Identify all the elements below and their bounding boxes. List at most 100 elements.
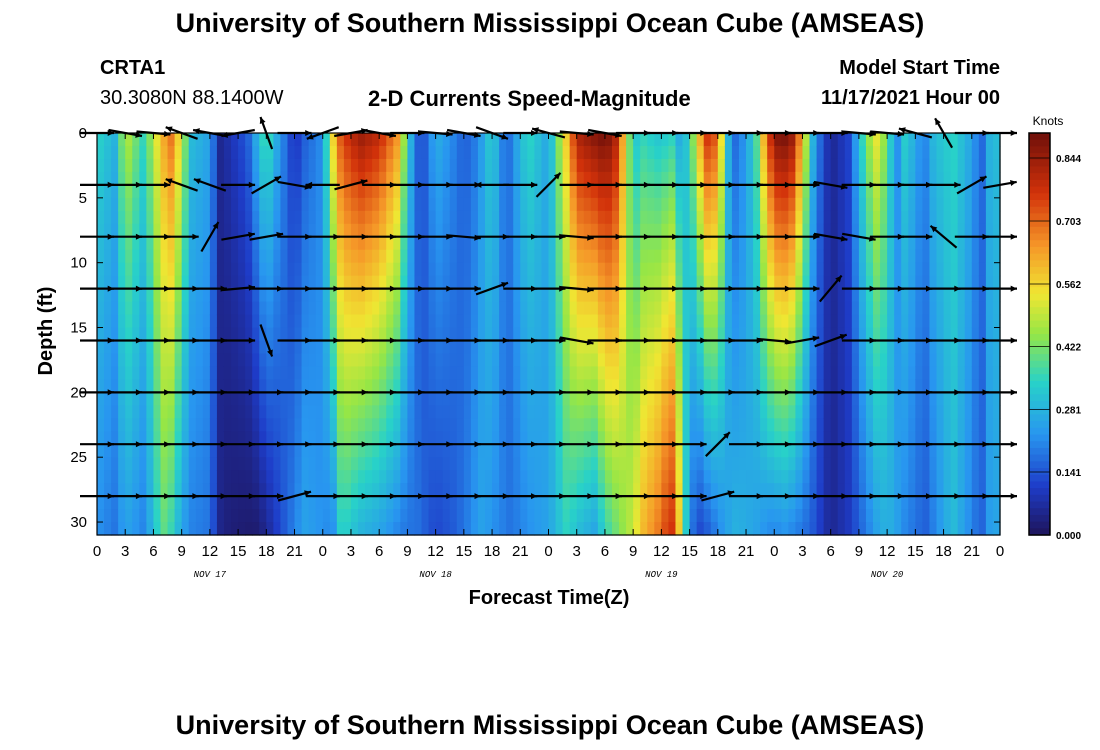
heatmap-cell: [647, 197, 655, 212]
heatmap-cell: [992, 405, 1001, 419]
heatmap-cell: [604, 366, 613, 380]
heatmap-cell: [287, 197, 296, 212]
heatmap-cell: [287, 171, 296, 186]
heatmap-cell: [611, 392, 620, 406]
heatmap-cell: [992, 522, 1001, 536]
heatmap-cell: [414, 522, 423, 536]
heatmap-cell: [971, 496, 980, 510]
heatmap-cell: [506, 470, 514, 484]
heatmap-cell: [301, 405, 310, 419]
heatmap-cell: [273, 444, 282, 458]
heatmap-cell: [534, 327, 543, 342]
heatmap-cell: [661, 133, 670, 147]
heatmap-cell: [816, 197, 825, 212]
heatmap-cell: [816, 366, 825, 380]
heatmap-cell: [506, 262, 514, 277]
heatmap-cell: [393, 314, 401, 329]
heatmap-cell: [541, 457, 550, 471]
heatmap-cell: [372, 366, 380, 380]
heatmap-cell: [731, 262, 740, 277]
heatmap-cell: [485, 314, 493, 329]
heatmap-cell: [534, 405, 543, 419]
heatmap-cell: [703, 145, 712, 160]
heatmap-cell: [661, 158, 670, 173]
heatmap-cell: [160, 353, 169, 368]
heatmap-cell: [597, 470, 606, 484]
heatmap-cell: [717, 457, 726, 471]
heatmap-cell: [125, 133, 133, 147]
heatmap-cell: [421, 249, 430, 264]
heatmap-cell: [223, 366, 232, 380]
heatmap-cell: [873, 353, 881, 368]
heatmap-cell: [132, 431, 140, 445]
heatmap-cell: [294, 210, 303, 225]
heatmap-cell: [957, 496, 966, 510]
heatmap-cell: [209, 470, 218, 484]
heatmap-cell: [400, 470, 408, 484]
heatmap-cell: [569, 171, 578, 186]
heatmap-cell: [308, 509, 317, 523]
heatmap-cell: [534, 262, 543, 277]
heatmap-cell: [830, 392, 839, 406]
heatmap-cell: [202, 379, 211, 393]
heatmap-cell: [209, 392, 218, 406]
heatmap-cell: [795, 340, 804, 355]
heatmap-cell: [717, 288, 726, 303]
heatmap-cell: [844, 470, 853, 484]
heatmap-cell: [781, 509, 789, 523]
heatmap-cell: [350, 275, 359, 290]
heatmap-cell: [971, 457, 980, 471]
heatmap-cell: [336, 522, 345, 536]
heatmap-cell: [209, 236, 218, 251]
heatmap-cell: [379, 210, 387, 225]
heatmap-cell: [449, 483, 458, 497]
heatmap-cell: [865, 353, 874, 368]
heatmap-cell: [760, 483, 768, 497]
heatmap-cell: [386, 133, 394, 147]
heatmap-cell: [223, 249, 232, 264]
heatmap-cell: [259, 366, 267, 380]
heatmap-cell: [132, 288, 140, 303]
heatmap-cell: [365, 171, 373, 186]
heatmap-cell: [287, 470, 296, 484]
heatmap-cell: [273, 210, 282, 225]
heatmap-cell: [400, 418, 408, 432]
heatmap-cell: [583, 392, 592, 406]
heatmap-cell: [160, 145, 169, 160]
heatmap-cell: [562, 145, 571, 160]
heatmap-cell: [111, 249, 119, 264]
heatmap-cell: [767, 431, 775, 445]
heatmap-cell: [915, 171, 923, 186]
heatmap-cell: [682, 262, 691, 277]
heatmap-cell: [365, 327, 373, 342]
heatmap-cell: [238, 275, 246, 290]
heatmap-cell: [266, 262, 274, 277]
heatmap-cell: [795, 366, 804, 380]
heatmap-cell: [266, 171, 274, 186]
heatmap-cell: [499, 223, 507, 238]
heatmap-cell: [661, 457, 670, 471]
heatmap-cell: [851, 431, 860, 445]
heatmap-cell: [703, 353, 712, 368]
heatmap-cell: [753, 522, 761, 536]
heatmap-cell: [280, 392, 289, 406]
heatmap-cell: [654, 431, 662, 445]
heatmap-cell: [386, 145, 394, 160]
heatmap-cell: [456, 470, 465, 484]
heatmap-cell: [865, 340, 874, 355]
heatmap-cell: [604, 158, 613, 173]
heatmap-cell: [379, 171, 387, 186]
heatmap-cell: [506, 509, 514, 523]
heatmap-cell: [654, 197, 662, 212]
heatmap-cell: [97, 366, 105, 380]
heatmap-cell: [774, 184, 782, 199]
heatmap-cell: [802, 366, 811, 380]
heatmap-cell: [181, 353, 190, 368]
heatmap-cell: [837, 275, 846, 290]
heatmap-cell: [372, 457, 380, 471]
heatmap-cell: [915, 340, 923, 355]
heatmap-cell: [174, 405, 183, 419]
heatmap-cell: [202, 457, 211, 471]
heatmap-cell: [463, 288, 472, 303]
heatmap-cell: [245, 353, 253, 368]
